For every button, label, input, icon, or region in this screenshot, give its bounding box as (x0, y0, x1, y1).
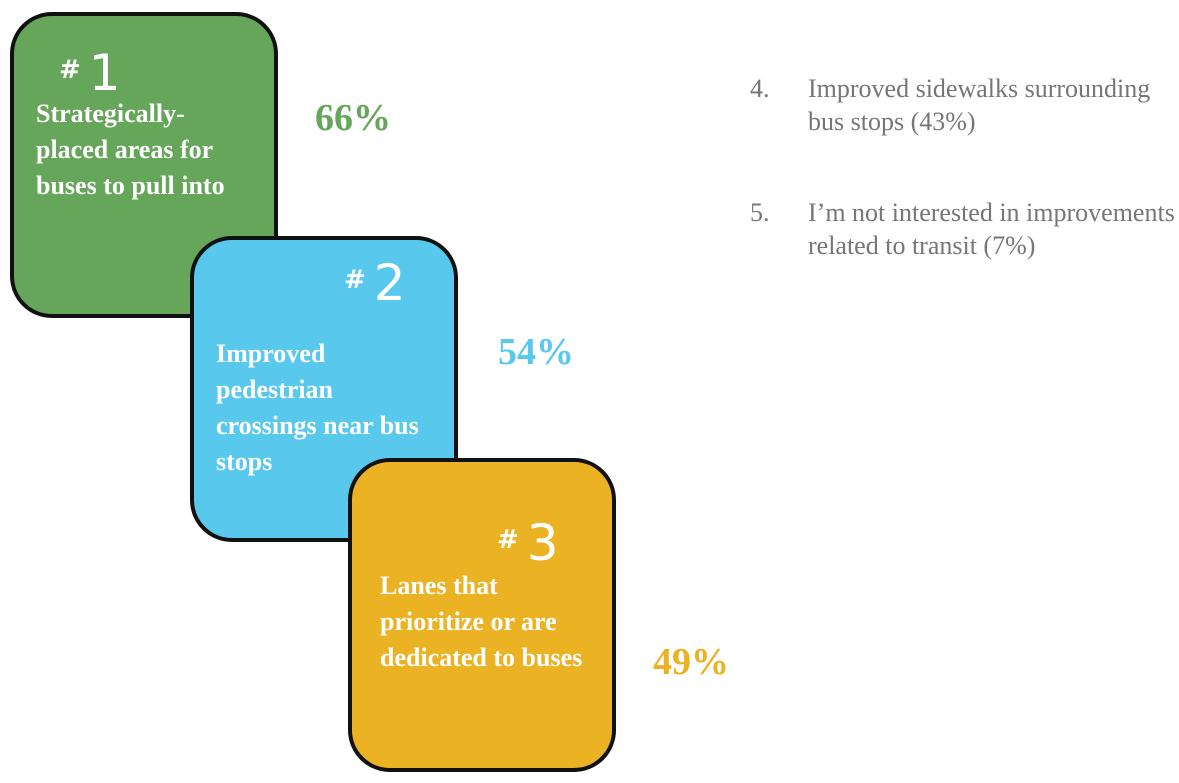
rank-badge: #2 (344, 254, 406, 312)
list-text: Improved sidewalks surrounding bus stops… (808, 74, 1151, 136)
percent: 49% (653, 641, 729, 683)
rank-number: 2 (373, 254, 406, 312)
percent: 66% (315, 97, 391, 139)
rank-card: #1 Strategically-placed areas for buses t… (10, 12, 278, 318)
rank-badge: #3 (497, 514, 559, 572)
rank-card: #3 Lanes that prioritize or are dedicated… (348, 458, 616, 772)
percent: 54% (498, 331, 574, 373)
rank-card: #2 Improved pedestrian crossings near bus… (190, 236, 458, 542)
rank-badge: #1 (59, 44, 121, 102)
rank-symbol: # (344, 265, 366, 295)
rank-symbol: # (59, 55, 81, 85)
card-label: Strategically-placed areas for buses to … (36, 99, 225, 200)
rank-number: 3 (526, 514, 559, 572)
rank-number: 1 (88, 44, 121, 102)
list-text: I’m not interested in improvements relat… (808, 198, 1175, 260)
rank-symbol: # (497, 525, 519, 555)
card-label: Improved pedestrian crossings near bus s… (216, 339, 419, 476)
card-label: Lanes that prioritize or are dedicated t… (380, 571, 583, 672)
list-number: 5. (750, 198, 770, 227)
list-number: 4. (750, 74, 770, 103)
